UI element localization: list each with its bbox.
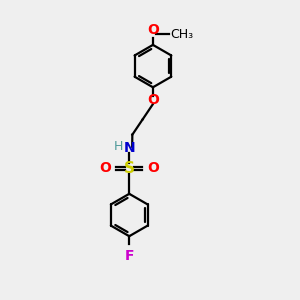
Text: F: F bbox=[124, 249, 134, 262]
Text: CH₃: CH₃ bbox=[170, 28, 194, 41]
Text: N: N bbox=[123, 142, 135, 155]
Text: H: H bbox=[114, 140, 123, 154]
Text: O: O bbox=[147, 23, 159, 37]
Text: S: S bbox=[124, 161, 135, 176]
Text: O: O bbox=[147, 93, 159, 106]
Text: O: O bbox=[99, 161, 111, 176]
Text: O: O bbox=[148, 161, 159, 176]
